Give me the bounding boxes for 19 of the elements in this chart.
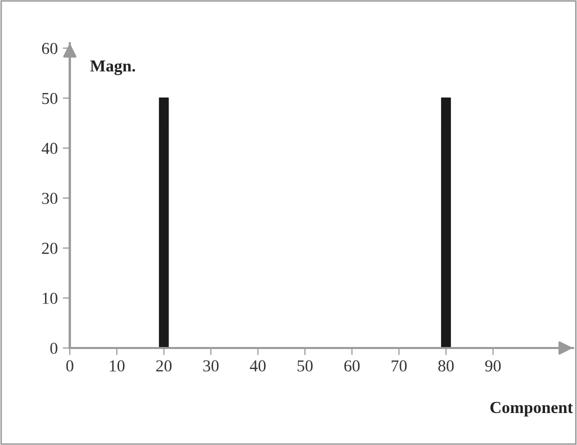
- y-tick-label: 30: [42, 192, 58, 204]
- x-tick-label: 40: [250, 360, 266, 372]
- x-tick-label: 0: [66, 360, 74, 372]
- y-tick-label: 0: [50, 342, 58, 354]
- y-tick-label: 20: [42, 242, 58, 254]
- y-tick-label: 40: [42, 142, 58, 154]
- x-tick-label: 60: [344, 360, 360, 372]
- x-axis-title: Component: [490, 402, 573, 417]
- x-tick-label: 70: [392, 360, 407, 372]
- x-tick-label: 50: [298, 360, 313, 372]
- x-tick-label: 80: [438, 360, 454, 372]
- x-tick-label: 20: [156, 360, 172, 372]
- y-tick-label: 50: [42, 92, 58, 104]
- x-tick-label: 90: [485, 360, 501, 372]
- x-tick-label: 30: [203, 360, 219, 372]
- x-tick-label: 10: [110, 360, 125, 372]
- y-tick-label: 60: [42, 42, 58, 54]
- y-axis-title: Magn.: [90, 60, 136, 76]
- y-tick-label: 10: [42, 292, 58, 304]
